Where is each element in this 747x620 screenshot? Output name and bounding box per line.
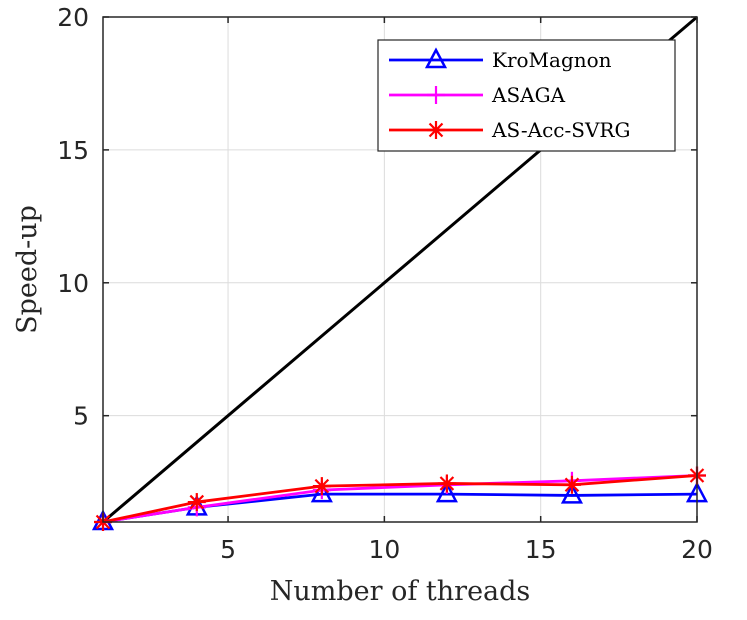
axis-ticks: 5 10 15 20 5 10 15 20 <box>57 3 713 564</box>
point-as-acc-svrg <box>187 493 206 512</box>
legend: KroMagnon ASAGA AS-Acc-SVRG <box>377 39 676 152</box>
point-as-acc-svrg <box>437 474 456 493</box>
point-kromagnon <box>310 481 333 503</box>
legend-marker-asaga <box>427 86 445 104</box>
y-tick-label: 5 <box>73 402 89 431</box>
legend-label-asaga: ASAGA <box>491 83 566 107</box>
legend-label-kromagnon: KroMagnon <box>492 48 612 72</box>
point-as-acc-svrg <box>312 477 331 496</box>
x-tick-label: 10 <box>368 535 400 564</box>
point-kromagnon <box>435 481 458 503</box>
x-tick-label: 15 <box>525 535 557 564</box>
x-tick-label: 5 <box>220 535 236 564</box>
x-axis-label: Number of threads <box>270 576 531 607</box>
y-tick-label: 10 <box>57 269 89 298</box>
y-axis-label: Speed-up <box>12 205 43 334</box>
legend-marker-kromagnon <box>424 47 448 69</box>
y-tick-label: 15 <box>57 136 89 165</box>
point-as-acc-svrg <box>562 475 581 494</box>
plot-frame <box>102 16 698 523</box>
y-tick-label: 20 <box>57 3 89 32</box>
legend-label-as-acc-svrg: AS-Acc-SVRG <box>491 118 630 142</box>
x-tick-label: 20 <box>681 535 713 564</box>
legend-marker-as-acc-svrg <box>427 121 445 139</box>
point-kromagnon <box>560 482 584 504</box>
series-line-asaga <box>102 474 698 524</box>
series-line-as-acc-svrg <box>102 474 698 524</box>
